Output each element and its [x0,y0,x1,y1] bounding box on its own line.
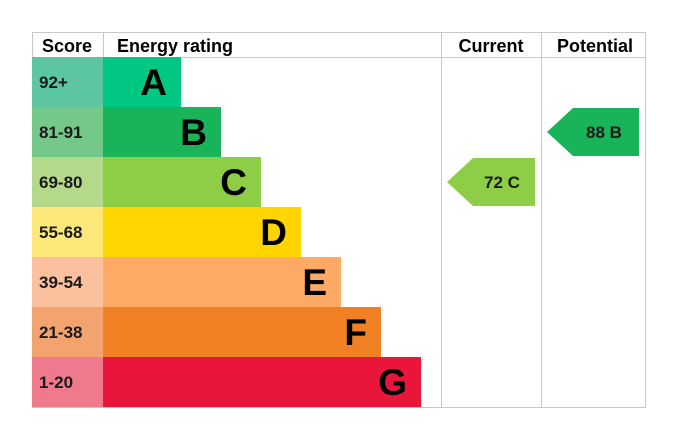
rating-letter: D [260,212,287,253]
band-row-e: 39-54 E [32,257,341,307]
rating-bar [103,207,301,257]
rating-letter: G [378,362,407,403]
rating-letter: E [302,262,327,303]
band-row-b: 81-91 B [32,107,221,157]
band-row-d: 55-68 D [32,207,301,257]
score-label: 39-54 [39,273,83,292]
score-label: 69-80 [39,173,82,192]
current-rating-arrow-label: 72 C [484,173,520,192]
rating-indicators: 72 C 88 B [447,108,639,206]
rating-bar [103,357,421,407]
score-cell [32,107,103,157]
score-label: 1-20 [39,373,73,392]
rating-bar [103,307,381,357]
band-row-a: 92+ A [32,57,181,107]
score-label: 92+ [39,73,68,92]
header-row: Score Energy rating Current Potential [42,36,633,56]
rating-bar [103,157,261,207]
potential-rating-arrow-label: 88 B [586,123,622,142]
header-potential: Potential [557,36,633,56]
band-row-f: 21-38 F [32,307,381,357]
header-score: Score [42,36,92,56]
score-cell [32,257,103,307]
rating-bar [103,257,341,307]
score-label: 81-91 [39,123,82,142]
current-rating-arrow: 72 C [447,158,535,206]
score-cell [32,207,103,257]
potential-rating-arrow-shape [547,108,639,156]
rating-letter: B [180,112,207,153]
header-energy-rating: Energy rating [117,36,233,56]
header-current: Current [458,36,523,56]
rating-bands: 92+ A 81-91 B 69-80 C 55-68 D 39-54 E 21-38 F 1-20 G [32,57,421,407]
band-row-c: 69-80 C [32,157,261,207]
score-label: 21-38 [39,323,82,342]
rating-bar [103,107,221,157]
rating-bar [103,57,181,107]
score-label: 55-68 [39,223,82,242]
score-cell [32,357,103,407]
rating-letter: F [344,312,367,353]
current-rating-arrow-shape [447,158,535,206]
band-row-g: 1-20 G [32,357,421,407]
rating-letter: C [220,162,247,203]
rating-letter: A [140,62,167,103]
score-cell [32,57,103,107]
score-cell [32,307,103,357]
score-cell [32,157,103,207]
potential-rating-arrow: 88 B [547,108,639,156]
